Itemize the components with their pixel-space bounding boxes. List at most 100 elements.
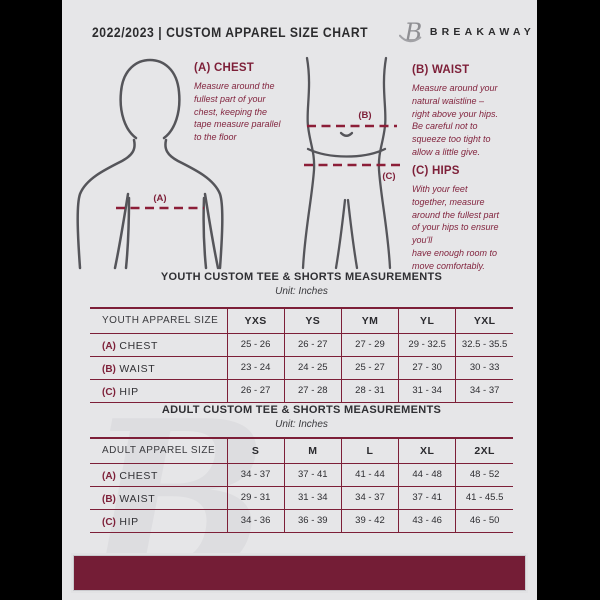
measurement-value-cell: 34 - 36 [226, 508, 285, 532]
measurement-value-cell: 27 - 28 [283, 378, 342, 402]
measurement-value-cell: 36 - 39 [283, 508, 342, 532]
waist-heading: (B) WAIST [412, 64, 470, 76]
hip-curve [306, 147, 387, 158]
size-column-header-cell: L [340, 437, 399, 463]
row-label: WAIST [115, 492, 156, 505]
document-header: 2022/2023 | CUSTOM APPAREL SIZE CHART B … [92, 16, 531, 48]
measurement-value-cell: 44 - 48 [398, 462, 456, 486]
measurement-value-cell: 34 - 37 [340, 485, 399, 509]
measurement-value-cell: 41 - 44 [340, 462, 399, 486]
measurement-value-cell: 48 - 52 [455, 462, 513, 486]
youth-size-table: YOUTH APPAREL SIZE YXS YS YM YL YXL (A) CHEST 2… [90, 307, 513, 403]
measurement-value-cell: 37 - 41 [398, 485, 456, 509]
measurement-value-cell: 25 - 26 [226, 332, 285, 356]
apparel-size-header-cell: ADULT APPAREL SIZE [90, 437, 227, 463]
row-label: CHEST [115, 469, 158, 482]
chest-line-label: (A) [153, 193, 166, 204]
size-column-header-cell: YXS [226, 307, 285, 333]
page-title: 2022/2023 | CUSTOM APPAREL SIZE CHART [92, 24, 369, 40]
chest-description: Measure around the fullest part of your … [194, 81, 281, 143]
measurement-value-cell: 46 - 50 [455, 508, 513, 532]
size-column-header-cell: YS [283, 307, 342, 333]
head-outline [119, 58, 181, 140]
chest-heading: (A) CHEST [194, 62, 254, 74]
row-key: (C) [102, 386, 116, 398]
table-header-row: YOUTH APPAREL SIZE YXS YS YM YL YXL [90, 307, 513, 333]
size-column-header-cell: YL [398, 307, 456, 333]
measurement-diagram-section: (A) (B) (C) (A) CHEST Measure around [62, 52, 537, 272]
measurement-value-cell: 32.5 - 35.5 [455, 332, 513, 356]
measurement-value-cell: 23 - 24 [226, 355, 285, 379]
table-row: (A) CHEST 34 - 37 37 - 41 41 - 44 44 - 48 48 … [90, 462, 513, 486]
measurement-value-cell: 34 - 37 [455, 378, 513, 402]
measurement-value-cell: 43 - 46 [398, 508, 456, 532]
brand-name: BREAKAWAY [429, 26, 535, 38]
upper-body-figure: (A) [76, 58, 224, 270]
measurement-label-cell: (B) WAIST [90, 485, 227, 509]
measurement-value-cell: 24 - 25 [283, 355, 342, 379]
measurement-value-cell: 26 - 27 [226, 378, 285, 402]
row-key: (C) [102, 516, 116, 528]
hips-instruction-block: (C) HIPS With your feet together, measur… [412, 165, 534, 272]
youth-table-unit: Unit: Inches [275, 286, 328, 297]
adult-table-title: ADULT CUSTOM TEE & SHORTS MEASUREMENTS [161, 404, 442, 416]
measurement-value-cell: 39 - 42 [340, 508, 399, 532]
youth-table-title: YOUTH CUSTOM TEE & SHORTS MEASUREMENTS [160, 271, 443, 283]
svg-text:B: B [403, 18, 422, 46]
row-label: CHEST [115, 339, 158, 352]
row-key: (A) [102, 340, 116, 352]
measurement-value-cell: 29 - 31 [226, 485, 285, 509]
waist-instruction-block: (B) WAIST Measure around your natural wa… [412, 64, 534, 159]
size-column-header-cell: S [226, 437, 285, 463]
size-column-header-cell: M [283, 437, 342, 463]
row-label: WAIST [115, 362, 156, 375]
measurement-value-cell: 31 - 34 [398, 378, 456, 402]
measurement-value-cell: 28 - 31 [340, 378, 399, 402]
adult-table-unit: Unit: Inches [275, 419, 328, 430]
measurement-label-cell: (C) HIP [90, 378, 227, 402]
size-column-header-cell: XL [398, 437, 456, 463]
measurement-value-cell: 34 - 37 [226, 462, 285, 486]
measurement-value-cell: 27 - 29 [340, 332, 399, 356]
hips-heading: (C) HIPS [412, 165, 460, 177]
table-row: (C) HIP 34 - 36 36 - 39 39 - 42 43 - 46 46 - … [90, 508, 513, 532]
measurement-value-cell: 25 - 27 [340, 355, 399, 379]
size-chart-document: 2022/2023 | CUSTOM APPAREL SIZE CHART B … [62, 0, 537, 600]
measurement-label-cell: (B) WAIST [90, 355, 227, 379]
measurement-value-cell: 27 - 30 [398, 355, 456, 379]
table-row: (B) WAIST 23 - 24 24 - 25 25 - 27 27 - 30 30 … [90, 355, 513, 379]
row-label: HIP [115, 515, 139, 528]
row-label: HIP [115, 385, 139, 398]
navel-mark [339, 131, 354, 137]
footer-accent-bar [71, 553, 528, 593]
size-column-header-cell: YXL [455, 307, 513, 333]
size-column-header-cell: 2XL [455, 437, 513, 463]
measurement-value-cell: 30 - 33 [455, 355, 513, 379]
measurement-value-cell: 29 - 32.5 [398, 332, 456, 356]
hips-description: With your feet together, measure around … [412, 184, 500, 271]
chest-instruction-block: (A) CHEST Measure around the fullest par… [194, 62, 308, 144]
brand-lockup: B BREAKAWAY [398, 17, 535, 47]
lower-torso-figure: (B) (C) [301, 56, 405, 270]
adult-size-table: ADULT APPAREL SIZE S M L XL 2XL (A) CHEST 34 - … [90, 437, 513, 533]
measurement-value-cell: 31 - 34 [283, 485, 342, 509]
measurement-value-cell: 26 - 27 [283, 332, 342, 356]
breakaway-b-logo-icon: B [398, 18, 422, 46]
measurement-value-cell: 41 - 45.5 [455, 485, 513, 509]
table-row: (C) HIP 26 - 27 27 - 28 28 - 31 31 - 34 34 - … [90, 378, 513, 402]
row-key: (B) [102, 363, 116, 375]
measurement-value-cell: 37 - 41 [283, 462, 342, 486]
waist-description: Measure around your natural waistline – … [412, 83, 499, 157]
hips-line-label: (C) [382, 171, 395, 182]
table-row: (B) WAIST 29 - 31 31 - 34 34 - 37 37 - 41 41 … [90, 485, 513, 509]
table-row: (A) CHEST 25 - 26 26 - 27 27 - 29 29 - 32.5 3… [90, 332, 513, 356]
row-key: (A) [102, 470, 116, 482]
waist-line-label: (B) [358, 110, 371, 121]
measurement-label-cell: (C) HIP [90, 508, 227, 532]
row-key: (B) [102, 493, 116, 505]
measurement-label-cell: (A) CHEST [90, 332, 227, 356]
measurement-label-cell: (A) CHEST [90, 462, 227, 486]
apparel-size-header-cell: YOUTH APPAREL SIZE [90, 307, 227, 333]
table-header-row: ADULT APPAREL SIZE S M L XL 2XL [90, 437, 513, 463]
